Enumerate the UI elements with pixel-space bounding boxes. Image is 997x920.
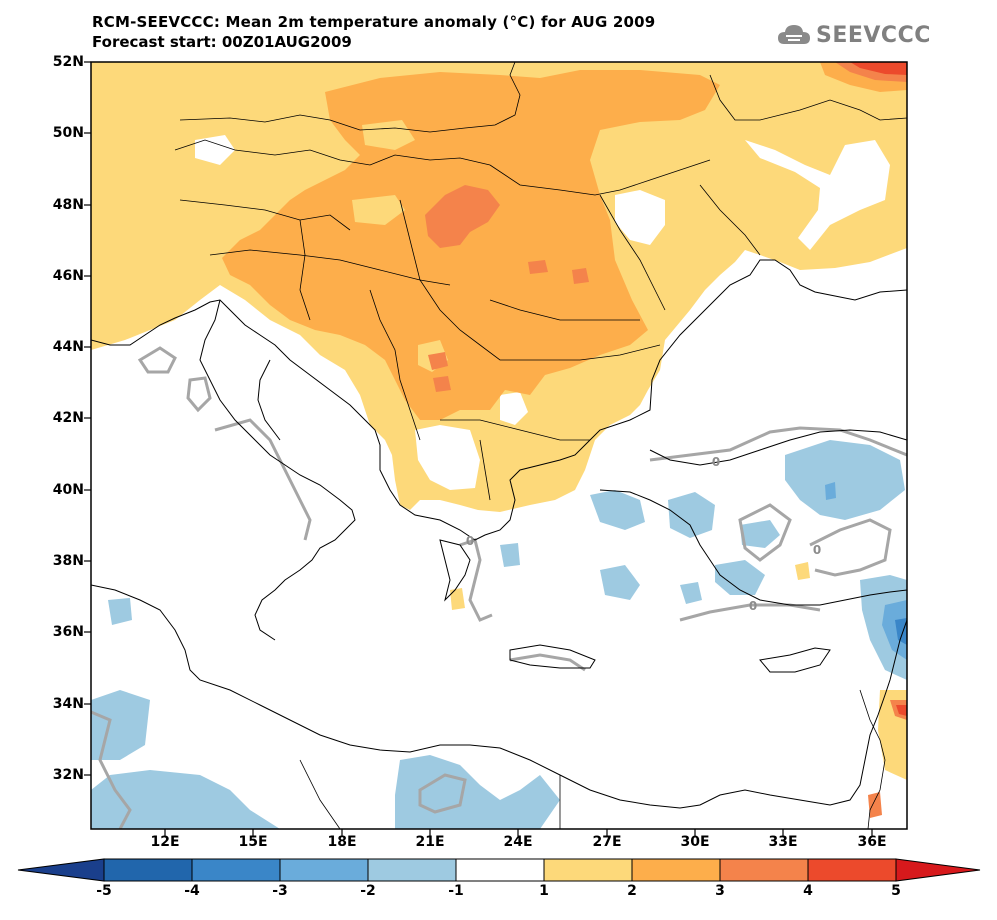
lat-label: 46N — [52, 268, 84, 284]
lon-label: 36E — [857, 834, 887, 850]
colorbar-bin — [103, 858, 193, 882]
contour-label: 0 — [466, 534, 474, 548]
lon-label: 24E — [503, 834, 533, 850]
lon-label: 27E — [592, 834, 622, 850]
seevccc-logo: SEEVCCC — [776, 22, 931, 48]
colorbar-bin — [279, 858, 369, 882]
lat-label: 42N — [52, 410, 84, 426]
lat-label: 50N — [52, 125, 84, 141]
logo-text: SEEVCCC — [816, 22, 931, 48]
colorbar-bin — [807, 858, 897, 882]
colorbar-label: -3 — [272, 883, 288, 899]
country-borders — [174, 62, 907, 829]
lat-label: 34N — [52, 696, 84, 712]
cloud-icon — [778, 25, 810, 44]
anomaly-region-3to4 — [425, 185, 500, 248]
contour-label: 0 — [712, 455, 720, 469]
lat-label: 48N — [52, 197, 84, 213]
colorbar-bin — [543, 858, 633, 882]
colorbar-label: -4 — [184, 883, 200, 899]
lon-label: 15E — [238, 834, 268, 850]
contour-label: 0 — [813, 543, 821, 557]
colorbar — [17, 858, 981, 882]
colorbar-label: 5 — [891, 883, 901, 899]
lat-label: 40N — [52, 482, 84, 498]
colorbar-bin — [719, 858, 809, 882]
lat-label: 32N — [52, 767, 84, 783]
contour-label: 0 — [749, 599, 757, 613]
forecast-start-label: Forecast start: 00Z01AUG2009 — [92, 33, 352, 51]
colorbar-bin — [191, 858, 281, 882]
anomaly-region-2to3 — [222, 70, 720, 420]
lat-label: 44N — [52, 339, 84, 355]
coastlines — [91, 259, 907, 809]
colorbar-label: -2 — [360, 883, 376, 899]
lon-label: 33E — [768, 834, 798, 850]
colorbar-label: 2 — [627, 883, 637, 899]
zero-contours — [91, 346, 907, 829]
lat-label: 36N — [52, 624, 84, 640]
lon-label: 21E — [415, 834, 445, 850]
map-frame — [90, 61, 908, 830]
colorbar-bin — [455, 858, 545, 882]
colorbar-bin — [367, 858, 457, 882]
colorbar-label: 4 — [803, 883, 813, 899]
chart-title: RCM-SEEVCCC: Mean 2m temperature anomaly… — [92, 13, 656, 31]
colorbar-label: -1 — [448, 883, 464, 899]
colorbar-low-arrow — [17, 858, 105, 882]
colorbar-label: 1 — [539, 883, 549, 899]
lon-label: 12E — [150, 834, 180, 850]
lat-label: 38N — [52, 553, 84, 569]
colorbar-label: 3 — [715, 883, 725, 899]
colorbar-high-arrow — [895, 858, 981, 882]
lon-label: 18E — [327, 834, 357, 850]
colorbar-bin — [631, 858, 721, 882]
lat-label: 52N — [52, 54, 84, 70]
lon-label: 30E — [680, 834, 710, 850]
colorbar-label: -5 — [96, 883, 112, 899]
